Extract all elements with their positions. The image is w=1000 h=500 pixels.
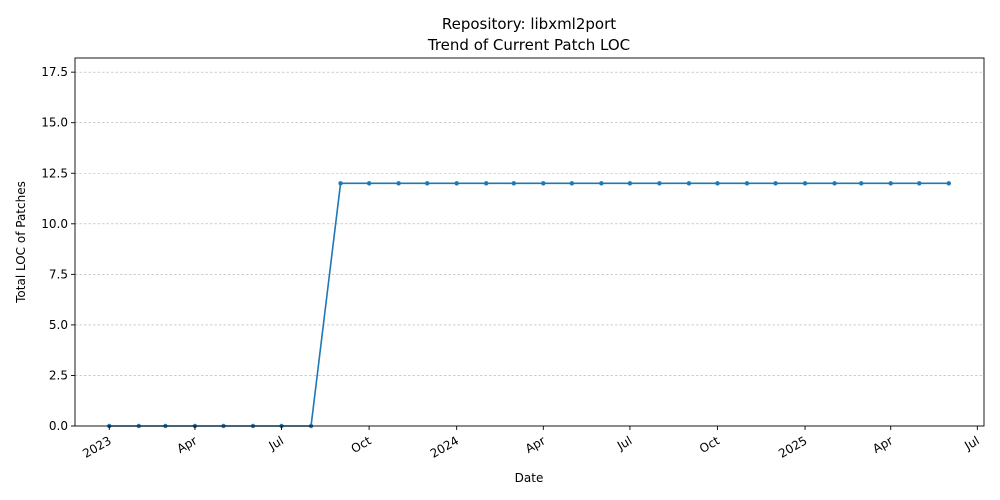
- data-point: [338, 181, 343, 186]
- plot-frame: [74, 57, 985, 427]
- data-point: [917, 181, 922, 186]
- y-axis-label: Total LOC of Patches: [14, 181, 28, 304]
- y-tick-label: 0.0: [49, 419, 68, 433]
- x-tick-label: 2023: [80, 433, 113, 460]
- x-tick-label: Oct: [697, 433, 722, 456]
- x-tick-label: Jul: [961, 433, 981, 453]
- series-line: [109, 182, 949, 427]
- data-point: [686, 181, 692, 186]
- chart-title-line1: Repository: libxml2port: [442, 15, 616, 33]
- data-point: [599, 181, 604, 186]
- y-tick-label: 10.0: [41, 217, 68, 231]
- x-tick-label: Oct: [349, 433, 374, 456]
- y-tick-label: 5.0: [49, 318, 68, 332]
- x-tick-label: 2025: [776, 433, 809, 460]
- data-point: [454, 181, 459, 186]
- data-point: [541, 181, 546, 186]
- y-tick-label: 2.5: [49, 368, 68, 382]
- x-tick-label: Jul: [266, 433, 286, 453]
- data-point: [511, 181, 516, 186]
- x-axis: 2023 Apr Jul Oct 2024 Apr Jul Oct 2025 Apr Jul: [80, 426, 982, 461]
- data-point: [366, 181, 372, 186]
- x-tick-label: Jul: [614, 433, 634, 453]
- data-point: [888, 181, 893, 186]
- data-point: [569, 181, 575, 186]
- data-point: [832, 181, 837, 186]
- x-tick-label: Apr: [523, 433, 548, 456]
- series-layer: [107, 181, 951, 429]
- data-point: [859, 181, 864, 186]
- x-tick-label: 2024: [428, 433, 461, 460]
- y-axis: 0.0 2.5 5.0 7.5 10.0 12.5 15.0 17.5: [41, 65, 75, 433]
- data-point: [744, 181, 750, 186]
- data-point: [657, 181, 662, 186]
- y-tick-label: 7.5: [49, 267, 68, 281]
- data-point: [946, 181, 951, 186]
- y-tick-label: 12.5: [41, 166, 68, 180]
- x-axis-label: Date: [515, 471, 544, 485]
- data-point: [396, 181, 401, 186]
- x-tick-label: Apr: [174, 433, 199, 456]
- data-point: [802, 181, 808, 186]
- data-point: [627, 181, 633, 186]
- data-point: [773, 181, 778, 186]
- x-tick-label: Apr: [870, 433, 895, 456]
- data-point: [483, 181, 489, 186]
- grid-layer: [75, 71, 984, 427]
- chart-title-line2: Trend of Current Patch LOC: [427, 36, 630, 54]
- y-tick-label: 17.5: [41, 65, 68, 79]
- data-point: [715, 181, 720, 186]
- data-point: [424, 181, 430, 186]
- y-tick-label: 15.0: [41, 116, 68, 130]
